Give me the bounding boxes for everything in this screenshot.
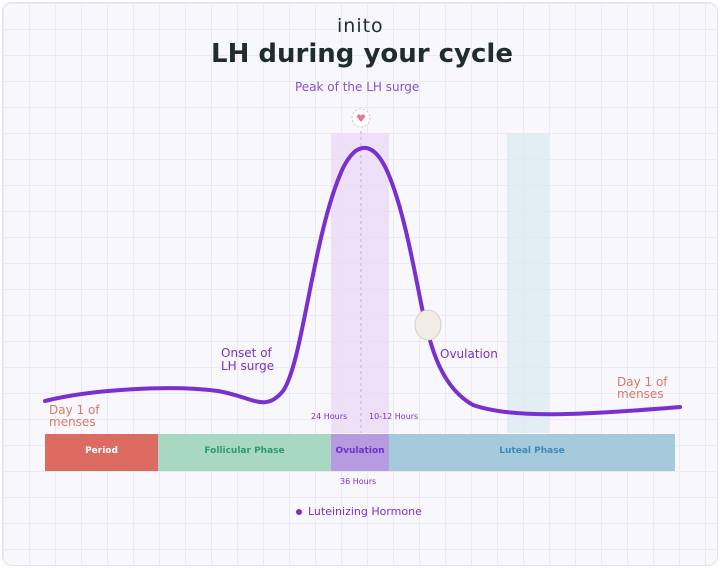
phase-ovulation — [331, 434, 389, 471]
ovulation-window-band — [331, 133, 389, 433]
ovulation-label: Ovulation — [440, 347, 498, 361]
lh-curve — [43, 146, 682, 417]
day1-left-label: Day 1 of menses — [49, 403, 100, 429]
page-title: LH during your cycle — [211, 39, 513, 69]
hours-10-12-label: 10-12 Hours — [369, 412, 419, 421]
lh-diagram — [43, 108, 682, 515]
phase-follicular-label: Follicular Phase — [204, 446, 285, 456]
legend-marker — [296, 509, 302, 515]
peak-label: Peak of the LH surge — [295, 80, 420, 94]
heart-icon — [356, 114, 366, 122]
brand-logo: inito — [337, 15, 384, 37]
hours-36-label: 36 Hours — [340, 477, 377, 486]
phase-period — [45, 434, 158, 471]
hours-24-label: 24 Hours — [311, 412, 348, 421]
phase-luteal-label: Luteal Phase — [499, 446, 565, 456]
legend-label: Luteinizing Hormone — [308, 505, 422, 518]
phase-ovulation-label: Ovulation — [335, 446, 385, 456]
day1-right-label: Day 1 of menses — [617, 375, 668, 401]
luteal-highlight-band — [507, 133, 549, 433]
phase-luteal — [389, 434, 675, 471]
phase-follicular — [158, 434, 331, 471]
onset-label: Onset of LH surge — [221, 346, 275, 373]
egg-icon — [414, 309, 442, 341]
phase-period-label: Period — [85, 446, 118, 456]
